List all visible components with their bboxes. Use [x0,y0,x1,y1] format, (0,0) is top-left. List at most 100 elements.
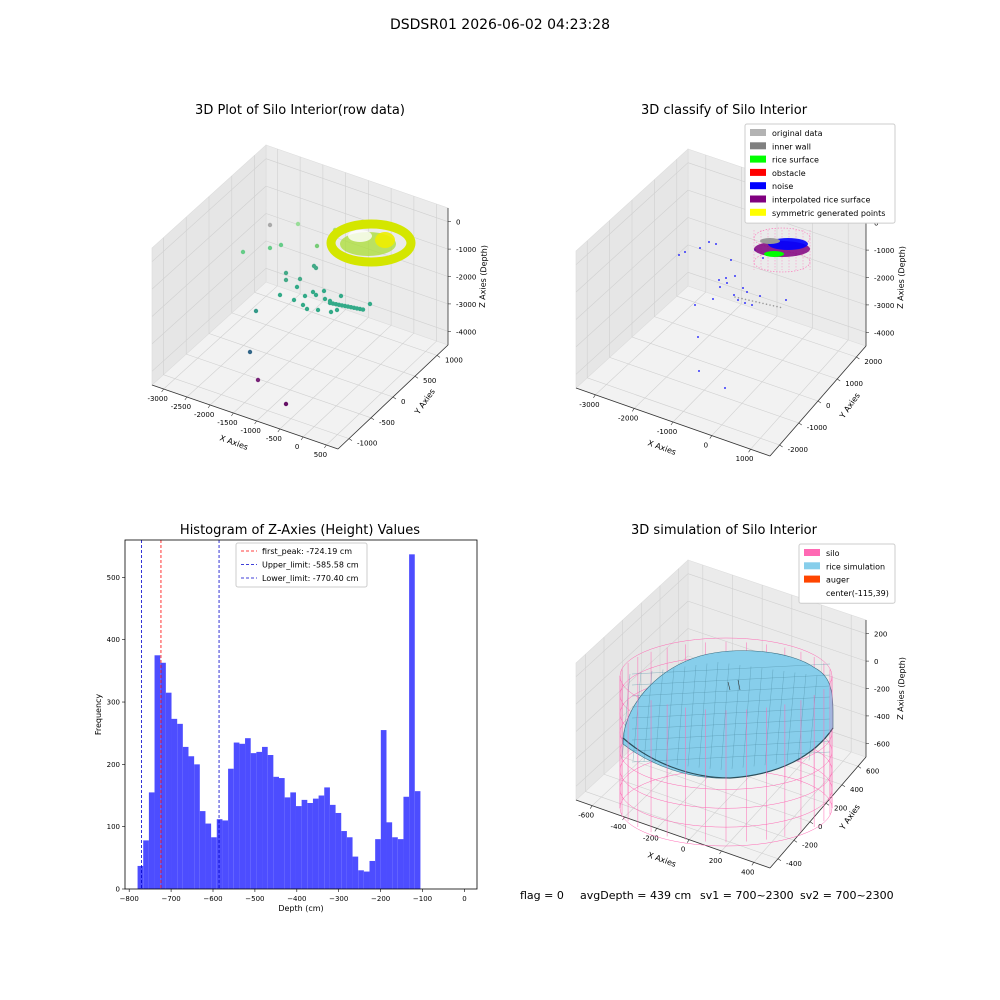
panel1-scatter-point [367,301,373,307]
panel2-y-tick-mark [856,356,860,360]
panel4-mesh-line [698,663,708,768]
panel2-legend: original data inner wall rice surface obsta… [744,123,896,224]
panel3-bar [307,802,313,889]
panel2-noise-point [715,243,717,245]
panel4-y-tick-label: 0 [818,823,822,831]
panel2-legend-label: obstacle [772,169,806,178]
panel1-grid-z [151,158,267,262]
panel3-y-tick-label: 0 [116,886,120,894]
panel4-y-tick-mark [841,784,846,787]
panel1-x-tick-mark [231,412,234,417]
panel2-x-tick-mark [593,394,596,398]
panel1-x-tick-mark [324,444,327,449]
panel2-noise-point [733,294,735,296]
panel1-grid-z [265,240,449,305]
panel3-bar [403,796,410,889]
panel4-mesh-line [720,663,730,771]
panel2-legend-swatch [750,195,766,203]
panel2-grid-y [631,336,819,402]
panel2-grid-z [575,272,689,375]
panel3-bar [279,778,285,889]
panel3-bar [194,764,200,889]
panel3-bar [182,746,189,889]
panel2-x-tick-label: 1000 [736,455,754,463]
panel1-grid-z [151,268,267,372]
panel3-bar [284,797,291,889]
panel3-title: Histogram of Z-Axies (Height) Values [179,523,421,538]
panel1-scatter-point [297,276,303,282]
panel2-noise-point [762,257,764,259]
panel3-bar [380,730,387,889]
panel1-y-tick-label: -1000 [357,440,377,448]
panel1-x-axis-label: X Axies [218,433,249,452]
panel2-noise-point [697,336,699,338]
panel3-bar [392,837,398,889]
panel2-noise-point [746,291,748,293]
panel1-x-tick-label: 0 [295,443,299,451]
panel2-grid-z [575,162,689,265]
panel1-x-tick-mark [184,396,188,401]
panel3-bar [414,791,421,889]
panel4-z-tick-label: 0 [874,658,878,666]
panel3-bar [386,822,393,889]
panel1-x-tick-label: -2500 [171,403,191,411]
panel3-bar [267,755,274,889]
panel2-z-tick-label: -3000 [874,302,894,310]
panel2-title: 3D classify of Silo Interior [640,103,808,118]
panel3-bar [341,831,347,889]
panel1-scatter-point [315,307,321,313]
panel1-y-tick-mark [414,375,419,379]
panel3-bar [160,662,166,889]
panel2-grid-z [687,244,867,306]
panel3-y-tick-label: 300 [107,699,120,707]
panel2-legend-swatch [750,142,766,150]
panel4-legend-label: silo [826,549,840,558]
panel3-bar [177,723,183,889]
panel4-legend-label: auger [826,576,850,585]
panel2-noise-point [684,251,686,253]
panel4-rice-surface [622,650,834,779]
panel1-scatter-point [283,401,289,407]
panel4-legend-label: center(-115,39) [826,589,889,598]
panel1-scatter-point [294,284,300,290]
panel1-ring-outer [326,219,416,267]
panel3-bar [245,738,251,889]
panel1-y-tick-mark [392,396,397,400]
panel2-noise-point [759,295,761,297]
panel2-grid-z [687,272,867,333]
panel3-x-tick-label: 0 [462,895,466,903]
panel3-bar [216,819,223,889]
panel3-y-tick-label: 200 [107,761,120,769]
panel2-original-point [741,297,743,300]
footer-avg-depth: avgDepth = 439 cm [580,889,692,902]
panel3-bar [358,870,364,889]
panel1-y-tick-label: 0 [401,398,405,406]
panel3-x-tick-label: −100 [413,895,432,903]
panel4-x-tick-mark [719,850,722,855]
panel2-y-tick-label: -1000 [807,424,827,432]
panel4-x-tick-label: 400 [741,868,754,876]
panel2-legend-label: symmetric generated points [772,209,885,218]
panel2-grid-y [609,357,799,424]
panel4-y-tick-mark [777,858,782,861]
panel3-bar [397,839,404,889]
panel1-grid-z [151,185,267,290]
panel2-noise-point [751,304,753,306]
panel1-scatter-point [283,277,289,283]
panel2-grid-z [575,217,689,320]
panel2-legend-swatch [750,155,766,163]
panel2-y-tick-mark [837,378,841,382]
panel2-original-point [748,299,750,302]
panel4-title: 3D simulation of Silo Interior [631,523,817,538]
panel3-bar [211,837,217,889]
panel4-simulation [619,637,834,847]
panel1-y-tick-mark [348,438,353,441]
panel2-noise-point [730,259,732,261]
panel2-noise-point [718,279,720,281]
panel4-y-tick-mark [825,803,830,806]
panel4-y-tick-label: -400 [786,860,802,868]
panel2-original-point [769,304,771,306]
panel3-bar [222,820,229,889]
panel4-legend-swatch [804,575,820,583]
